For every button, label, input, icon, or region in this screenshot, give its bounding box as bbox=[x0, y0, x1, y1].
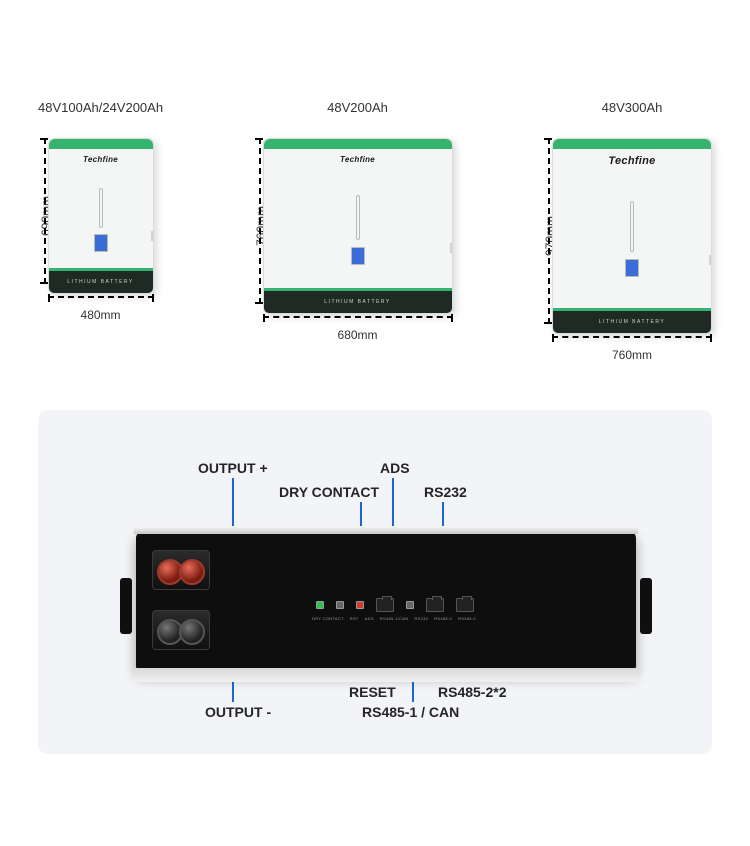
label-rs485-1-can: RS485-1 / CAN bbox=[362, 704, 459, 720]
product-2: 48V300Ah 970mm Techfine LITHIUM BATTERY … bbox=[552, 100, 712, 362]
port-ads bbox=[356, 601, 364, 609]
battery-box: Techfine LITHIUM BATTERY bbox=[48, 138, 154, 294]
battery-box: Techfine LITHIUM BATTERY bbox=[263, 138, 453, 314]
port-rs232 bbox=[406, 601, 414, 609]
products-row: 48V100Ah/24V200Ah 690mm Techfine LITHIUM… bbox=[38, 100, 712, 362]
port-reset bbox=[336, 601, 344, 609]
label-rs232: RS232 bbox=[424, 484, 467, 500]
width-label: 480mm bbox=[81, 308, 121, 322]
terminal-negative bbox=[152, 610, 210, 650]
width-label: 680mm bbox=[338, 328, 378, 342]
lcd-screen-icon bbox=[94, 234, 108, 252]
product-title: 48V200Ah bbox=[327, 100, 388, 116]
lcd-screen-icon bbox=[351, 247, 365, 265]
port-dry-contact bbox=[316, 601, 324, 609]
port-rs485-2b bbox=[456, 598, 474, 612]
port-rs485-2a bbox=[426, 598, 444, 612]
handle-icon bbox=[640, 578, 652, 634]
label-reset: RESET bbox=[349, 684, 396, 700]
label-rs485-2x2: RS485-2*2 bbox=[438, 684, 507, 700]
handle-icon bbox=[120, 578, 132, 634]
interface-area: OUTPUT + DRY CONTACT ADS RS232 RESET RS4… bbox=[66, 460, 684, 720]
dimension-wrap: 690mm Techfine LITHIUM BATTERY bbox=[48, 138, 154, 294]
hardware-unit: DRY CONTACT RST ADS RS485-1/CAN RS232 RS… bbox=[136, 532, 636, 672]
product-title: 48V100Ah/24V200Ah bbox=[38, 100, 163, 116]
brand-text: Techfine bbox=[49, 155, 153, 164]
port-tiny-labels: DRY CONTACT RST ADS RS485-1/CAN RS232 RS… bbox=[312, 616, 476, 621]
foot-text: LITHIUM BATTERY bbox=[67, 279, 134, 285]
label-output-minus: OUTPUT - bbox=[205, 704, 271, 720]
brand-text: Techfine bbox=[264, 155, 452, 164]
width-label: 760mm bbox=[612, 348, 652, 362]
battery-box: Techfine LITHIUM BATTERY bbox=[552, 138, 712, 334]
product-0: 48V100Ah/24V200Ah 690mm Techfine LITHIUM… bbox=[38, 100, 163, 362]
product-title: 48V300Ah bbox=[602, 100, 663, 116]
brand-text: Techfine bbox=[553, 155, 711, 167]
interface-panel: OUTPUT + DRY CONTACT ADS RS232 RESET RS4… bbox=[38, 410, 712, 754]
port-rs485-1-can bbox=[376, 598, 394, 612]
label-dry-contact: DRY CONTACT bbox=[279, 484, 379, 500]
dimension-wrap: 760mm Techfine LITHIUM BATTERY bbox=[263, 138, 453, 314]
lcd-screen-icon bbox=[625, 259, 639, 277]
terminal-positive bbox=[152, 550, 210, 590]
product-1: 48V200Ah 760mm Techfine LITHIUM BATTERY … bbox=[263, 100, 453, 362]
foot-text: LITHIUM BATTERY bbox=[324, 299, 391, 305]
port-row bbox=[316, 598, 474, 612]
label-output-plus: OUTPUT + bbox=[198, 460, 268, 476]
label-ads: ADS bbox=[380, 460, 410, 476]
foot-text: LITHIUM BATTERY bbox=[599, 319, 666, 325]
dimension-wrap: 970mm Techfine LITHIUM BATTERY bbox=[552, 138, 712, 334]
